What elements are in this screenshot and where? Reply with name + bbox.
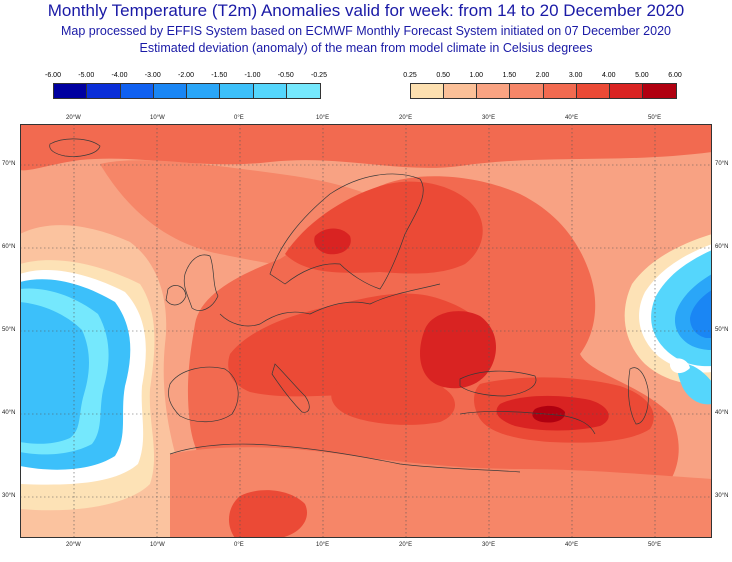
balkan-warm	[331, 377, 455, 425]
map-subtitle-description: Estimated deviation (anomaly) of the mea…	[139, 41, 593, 55]
black-sea-coastline	[459, 370, 537, 397]
caspian-white	[670, 358, 690, 374]
lon-label-top-20e: 20°E	[399, 115, 413, 121]
legend_cold-swatch-4	[187, 84, 221, 98]
lon-label-bottom-50e: 50°E	[648, 542, 662, 548]
sahara-warm-core	[228, 490, 308, 538]
map-title: Monthly Temperature (T2m) Anomalies vali…	[47, 1, 685, 20]
map-canvas	[20, 124, 712, 538]
lon-label-bottom-10e: 10°E	[316, 542, 330, 548]
legend_warm-swatch-5	[576, 84, 610, 98]
lat-label-left-40n: 40°N	[2, 410, 16, 416]
lon-label-bottom-10w: 10°W	[150, 542, 165, 548]
legend_cold-label-8: -0.25	[311, 72, 327, 79]
lon-label-top-30e: 30°E	[482, 115, 496, 121]
iceland-coastline	[49, 138, 101, 157]
legend_warm-swatch-6	[609, 84, 643, 98]
continental-europe-coastline	[219, 283, 441, 327]
legend_cold-swatch-6	[253, 84, 287, 98]
lat-label-left-70n: 70°N	[2, 161, 16, 167]
cold-anomaly-legend: -6.00 -5.00 -4.00 -3.00 -2.00 -1.50 -1.00 -0.50…	[45, 72, 327, 102]
lat-label-left-60n: 60°N	[2, 244, 16, 250]
legend_warm-label-7: 5.00	[635, 72, 649, 79]
lon-label-top-20w: 20°W	[66, 115, 81, 121]
legend_warm-swatch-2	[477, 84, 511, 98]
lat-label-right-70n: 70°N	[715, 161, 729, 167]
legend_warm-label-0: 0.25	[403, 72, 417, 79]
lat-label-right-50n: 50°N	[715, 327, 729, 333]
north-africa-coastline	[169, 443, 521, 473]
legend_cold-label-1: -5.00	[78, 72, 95, 79]
legend_cold-label-2: -4.00	[111, 72, 128, 79]
lon-label-top-10w: 10°W	[150, 115, 165, 121]
lat-label-left-30n: 30°N	[2, 493, 16, 499]
lon-label-top-10e: 10°E	[316, 115, 330, 121]
legend_cold-swatch-0	[54, 84, 88, 98]
legend_cold-label-7: -0.50	[277, 72, 294, 79]
legend_warm-label-2: 1.00	[469, 72, 484, 79]
lon-label-top-50e: 50°E	[648, 115, 662, 121]
legend_warm-swatch-3	[510, 84, 544, 98]
legend_cold-swatch-1	[87, 84, 121, 98]
british-isles-coastline	[183, 254, 219, 311]
graticule	[20, 124, 712, 538]
cold-legend-labels: -6.00 -5.00 -4.00 -3.00 -2.00 -1.50 -1.00 -0.50…	[45, 72, 327, 82]
lon-label-bottom-40e: 40°E	[565, 542, 579, 548]
legend_warm-label-1: 0.50	[436, 72, 450, 79]
legend_cold-label-0: -6.00	[45, 72, 61, 79]
legend_cold-swatch-7	[286, 84, 320, 98]
map-subtitle-processing: Map processed by EFFIS System based on E…	[61, 24, 671, 38]
lon-label-bottom-20e: 20°E	[399, 542, 413, 548]
legend_warm-swatch-7	[642, 84, 676, 98]
atlantic-cold-inner	[20, 302, 89, 444]
caspian-sea-coastline	[628, 367, 649, 425]
cold-legend-colorbar	[53, 83, 321, 99]
eastern-europe-hot-core	[420, 311, 496, 389]
legend_cold-label-5: -1.50	[211, 72, 228, 79]
legend_cold-swatch-5	[220, 84, 254, 98]
lat-label-right-30n: 30°N	[715, 493, 729, 499]
legend_cold-swatch-2	[120, 84, 154, 98]
lon-label-bottom-0e: 0°E	[234, 542, 244, 548]
lon-label-bottom-20w: 20°W	[66, 542, 81, 548]
turkey-coastline	[459, 411, 596, 435]
legend_cold-label-4: -2.00	[178, 72, 194, 79]
lon-label-top-0e: 0°E	[234, 115, 244, 121]
legend_warm-label-5: 3.00	[568, 72, 583, 79]
warm-legend-colorbar	[410, 83, 677, 99]
legend_warm-swatch-1	[444, 84, 478, 98]
legend_warm-label-8: 6.00	[668, 72, 682, 79]
warm-anomaly-legend: 0.25 0.50 1.00 1.50 2.00 3.00 4.00 5.00 6.00	[403, 72, 682, 102]
map-frame	[20, 124, 712, 538]
scandinavia-coastline	[269, 173, 424, 290]
lat-label-right-60n: 60°N	[715, 244, 729, 250]
legend_warm-label-3: 1.50	[502, 72, 517, 79]
warm-legend-labels: 0.25 0.50 1.00 1.50 2.00 3.00 4.00 5.00 6.00	[403, 72, 682, 82]
norway-hot-core	[314, 228, 351, 255]
temperature-anomaly-map: 20°W 10°W 0°E 10°E 20°E 30°E 40°E 50°E 2…	[2, 115, 728, 548]
ireland-coastline	[165, 285, 187, 306]
italy-coastline	[271, 363, 310, 413]
caspian-cold	[677, 363, 712, 405]
legend_cold-swatch-3	[153, 84, 187, 98]
legend_warm-label-4: 2.00	[535, 72, 550, 79]
east-strong-cold	[690, 290, 712, 338]
legend_cold-label-3: -3.00	[144, 72, 161, 79]
legend_warm-swatch-4	[543, 84, 577, 98]
arctic-warm-band	[20, 124, 712, 171]
legend_warm-label-6: 4.00	[601, 72, 616, 79]
lon-label-bottom-30e: 30°E	[482, 542, 496, 548]
lat-label-right-40n: 40°N	[715, 410, 729, 416]
legend_cold-label-6: -1.00	[244, 72, 261, 79]
lon-label-top-40e: 40°E	[565, 115, 579, 121]
legend_warm-swatch-0	[411, 84, 445, 98]
lat-label-left-50n: 50°N	[2, 327, 16, 333]
